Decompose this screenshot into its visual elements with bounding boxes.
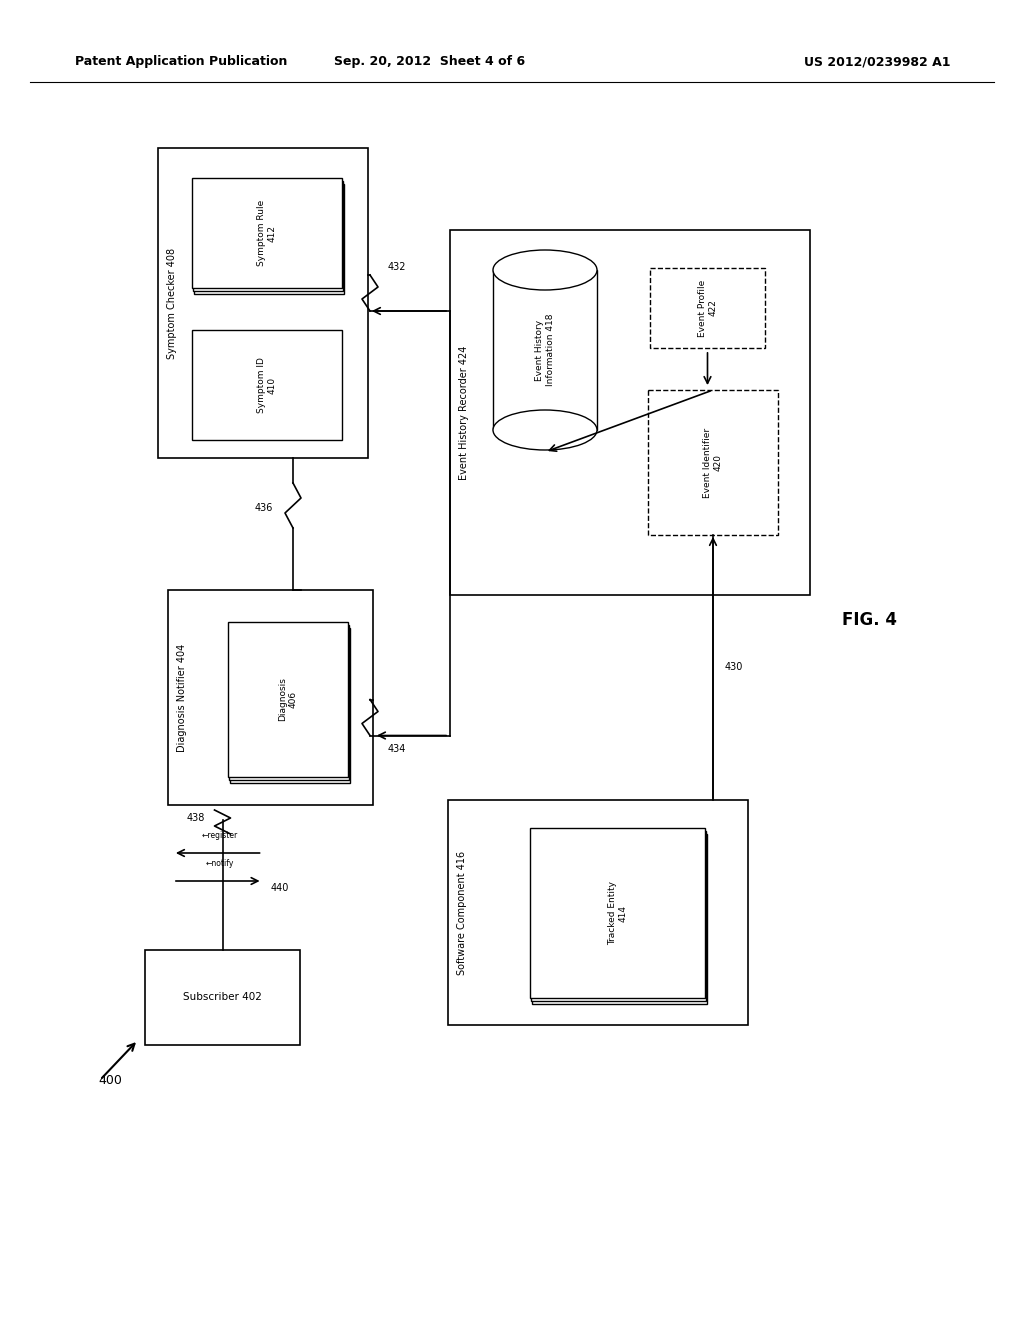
Text: FIG. 4: FIG. 4 xyxy=(843,611,897,630)
Bar xyxy=(168,590,373,805)
Bar xyxy=(648,389,778,535)
Text: Symptom ID
410: Symptom ID 410 xyxy=(257,358,276,413)
Text: Diagnosis Notifier 404: Diagnosis Notifier 404 xyxy=(177,643,187,751)
Text: Symptom Checker 408: Symptom Checker 408 xyxy=(167,247,177,359)
Ellipse shape xyxy=(493,249,597,290)
Text: Symptom Rule
412: Symptom Rule 412 xyxy=(257,199,276,267)
Text: 434: 434 xyxy=(388,744,407,755)
Bar xyxy=(195,183,344,294)
Bar xyxy=(531,832,707,1001)
Bar xyxy=(532,834,708,1005)
Text: 400: 400 xyxy=(98,1073,122,1086)
Text: ←notify: ←notify xyxy=(206,858,233,867)
Bar xyxy=(145,950,300,1045)
Bar xyxy=(228,622,348,777)
Text: 440: 440 xyxy=(270,883,289,894)
Text: Event Profile
422: Event Profile 422 xyxy=(697,280,717,337)
Text: 432: 432 xyxy=(388,261,407,272)
Bar xyxy=(229,624,349,780)
Text: 436: 436 xyxy=(255,503,273,513)
Bar xyxy=(193,178,342,288)
Text: Event History
Information 418: Event History Information 418 xyxy=(536,314,555,387)
Text: ←register: ←register xyxy=(202,830,238,840)
Text: Subscriber 402: Subscriber 402 xyxy=(183,993,262,1002)
Bar xyxy=(530,828,705,998)
Text: 438: 438 xyxy=(186,813,205,822)
Bar xyxy=(493,271,597,430)
Bar xyxy=(650,268,765,348)
Bar xyxy=(194,181,343,290)
Ellipse shape xyxy=(493,411,597,450)
Text: 430: 430 xyxy=(725,663,743,672)
Text: US 2012/0239982 A1: US 2012/0239982 A1 xyxy=(804,55,950,69)
Text: Patent Application Publication: Patent Application Publication xyxy=(75,55,288,69)
Bar xyxy=(193,330,342,440)
Bar xyxy=(449,800,748,1026)
Bar xyxy=(158,148,368,458)
Text: Event History Recorder 424: Event History Recorder 424 xyxy=(459,346,469,479)
Text: Software Component 416: Software Component 416 xyxy=(457,850,467,974)
Text: Event Identifier
420: Event Identifier 420 xyxy=(703,428,723,498)
Text: Diagnosis
406: Diagnosis 406 xyxy=(279,677,298,722)
Text: Sep. 20, 2012  Sheet 4 of 6: Sep. 20, 2012 Sheet 4 of 6 xyxy=(335,55,525,69)
Bar xyxy=(450,230,810,595)
Bar xyxy=(230,628,350,783)
Text: Tracked Entity
414: Tracked Entity 414 xyxy=(608,880,627,945)
